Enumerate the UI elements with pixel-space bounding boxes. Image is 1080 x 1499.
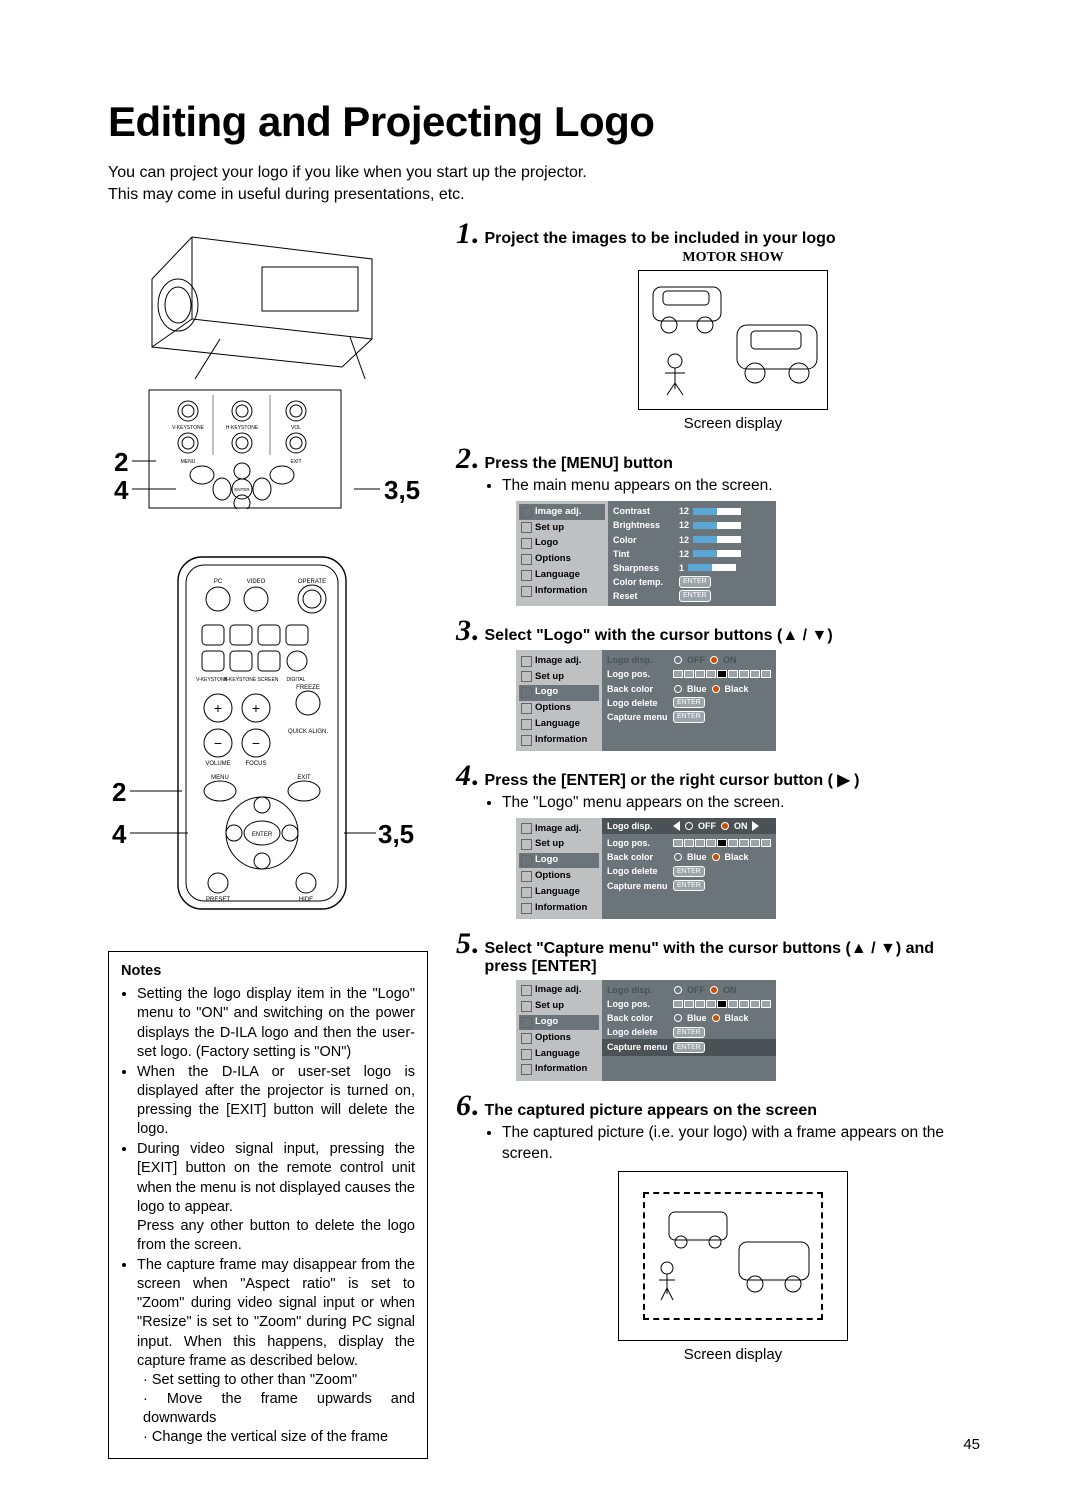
osd-logo-enter: Image adj. Set up Logo Options Language …	[516, 818, 776, 919]
page-title: Editing and Projecting Logo	[108, 98, 980, 146]
projector-illustration: V-KEYSTONE H-KEYSTONE VOL MENU EXIT	[108, 219, 428, 519]
step-1-num: 1	[456, 219, 479, 249]
step-5-title: Select "Capture menu" with the cursor bu…	[485, 940, 981, 976]
step-1-title: Project the images to be included in you…	[485, 230, 836, 248]
screen-display-1	[638, 270, 828, 410]
remote-callout-2: 2	[112, 777, 126, 808]
step-2-num: 2	[456, 444, 479, 474]
osd-logo-select: Image adj. Set up Logo Options Language …	[516, 650, 776, 751]
notes-title: Notes	[121, 962, 415, 981]
motor-show-title: MOTOR SHOW	[486, 249, 980, 268]
callout-35: 3,5	[384, 475, 420, 506]
screen-display-caption-6: Screen display	[486, 1345, 980, 1365]
screen-display-caption-1: Screen display	[486, 414, 980, 434]
osd-image-adj: Image adj. Set up Logo Options Language …	[516, 501, 776, 606]
step-6-num: 6	[456, 1091, 479, 1121]
step-4-title: Press the [ENTER] or the right cursor bu…	[485, 770, 860, 790]
step-3-num: 3	[456, 616, 479, 646]
step-6-title: The captured picture appears on the scre…	[485, 1102, 818, 1120]
step-5-num: 5	[456, 929, 479, 959]
remote-illustration: PC VIDEO OPERATE V-KEYSTONE H-KEYSTONE S…	[108, 547, 428, 937]
remote-callout-4: 4	[112, 819, 126, 850]
notes-box: Notes Setting the logo display item in t…	[108, 951, 428, 1459]
page-number: 45	[963, 1436, 980, 1453]
step-4-num: 4	[456, 761, 479, 791]
remote-callout-35: 3,5	[378, 819, 414, 850]
capture-screen	[618, 1171, 848, 1341]
intro-text: You can project your logo if you like wh…	[108, 162, 980, 205]
callout-2: 2	[114, 447, 128, 478]
step-3-title: Select "Logo" with the cursor buttons (▲…	[485, 627, 833, 645]
osd-capture-select: Image adj. Set up Logo Options Language …	[516, 980, 776, 1081]
steps-column: 1 Project the images to be included in y…	[456, 219, 980, 1459]
step-2-title: Press the [MENU] button	[485, 455, 673, 473]
callout-4: 4	[114, 475, 128, 506]
